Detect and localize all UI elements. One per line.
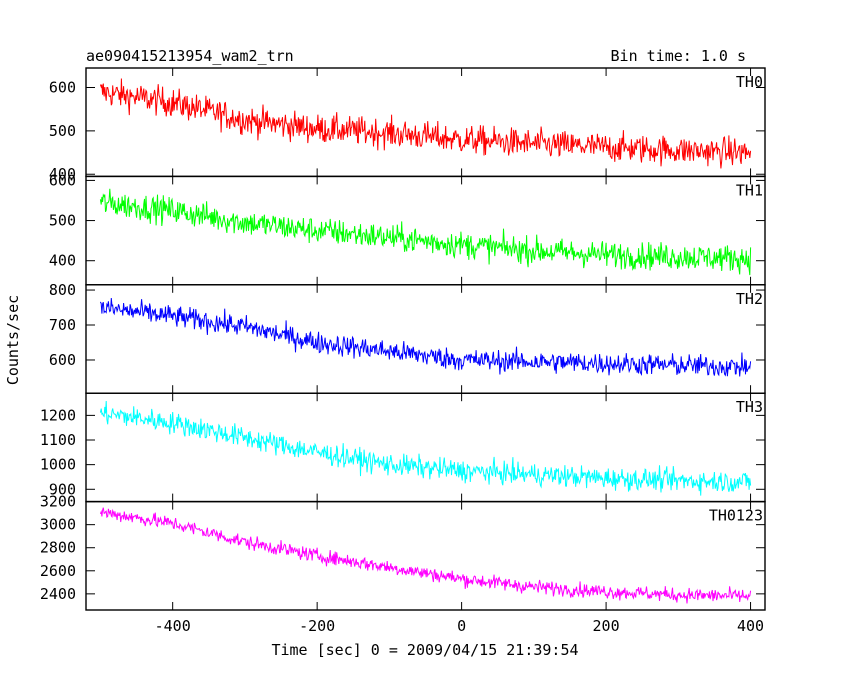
series-line-th3 (99, 400, 752, 496)
x-axis-label: Time [sec] 0 = 2009/04/15 21:39:54 (271, 641, 578, 659)
x-tick-label: 200 (593, 617, 620, 635)
x-tick-label: 0 (457, 617, 466, 635)
panel-frame (85, 67, 766, 178)
panel-th0: 400 500 600 TH0 (49, 67, 766, 183)
panel-label: TH0123 (709, 507, 763, 525)
y-tick-label: 900 (49, 480, 76, 498)
y-tick-label: 500 (49, 122, 76, 140)
y-tick-label: 800 (49, 281, 76, 299)
x-tick-label: -200 (299, 617, 335, 635)
panel-th3: 900 1000 1100 1200 TH3 (40, 392, 766, 503)
y-tick-label: 3000 (40, 516, 76, 534)
y-tick-label: 400 (49, 165, 76, 183)
y-tick-label: 1200 (40, 406, 76, 424)
chart-title: ae090415213954_wam2_trn (86, 47, 294, 65)
y-tick-label: 600 (49, 79, 76, 97)
series-line-th0123 (99, 507, 752, 604)
y-tick-label: 3200 (40, 493, 76, 511)
y-tick-label: 400 (49, 252, 76, 270)
bin-time-label: Bin time: 1.0 s (611, 47, 746, 65)
panel-frame (85, 175, 766, 286)
panel-frame (85, 284, 766, 394)
series-line-th0 (99, 78, 752, 169)
y-tick-label: 600 (49, 171, 76, 189)
y-tick-label: 1000 (40, 456, 76, 474)
y-tick-label: 500 (49, 212, 76, 230)
panel-label: TH3 (736, 398, 763, 416)
y-tick-label: 1100 (40, 431, 76, 449)
y-tick-label: 2400 (40, 585, 76, 603)
panel-th0123: 2400 2600 2800 3000 3200 TH0123 (40, 493, 766, 611)
y-axis-label: Counts/sec (4, 295, 22, 385)
y-tick-label: 700 (49, 316, 76, 334)
panel-th1: 400 500 600 TH1 (49, 171, 766, 286)
panel-label: TH2 (736, 290, 763, 308)
y-tick-label: 600 (49, 351, 76, 369)
x-tick-label: 400 (737, 617, 764, 635)
x-tick-label: -400 (155, 617, 191, 635)
series-line-th1 (99, 188, 752, 276)
series-line-th2 (99, 297, 752, 377)
panel-th2: 600 700 800 TH2 (49, 281, 766, 394)
panels-group: 400 500 600 TH0 400 500 600 TH1 600 700 800 TH2 900 1… (40, 67, 766, 635)
y-tick-label: 2600 (40, 562, 76, 580)
panel-label: TH1 (736, 181, 763, 199)
panel-label: TH0 (736, 73, 763, 91)
y-tick-label: 2800 (40, 539, 76, 557)
panel-frame (85, 500, 766, 611)
